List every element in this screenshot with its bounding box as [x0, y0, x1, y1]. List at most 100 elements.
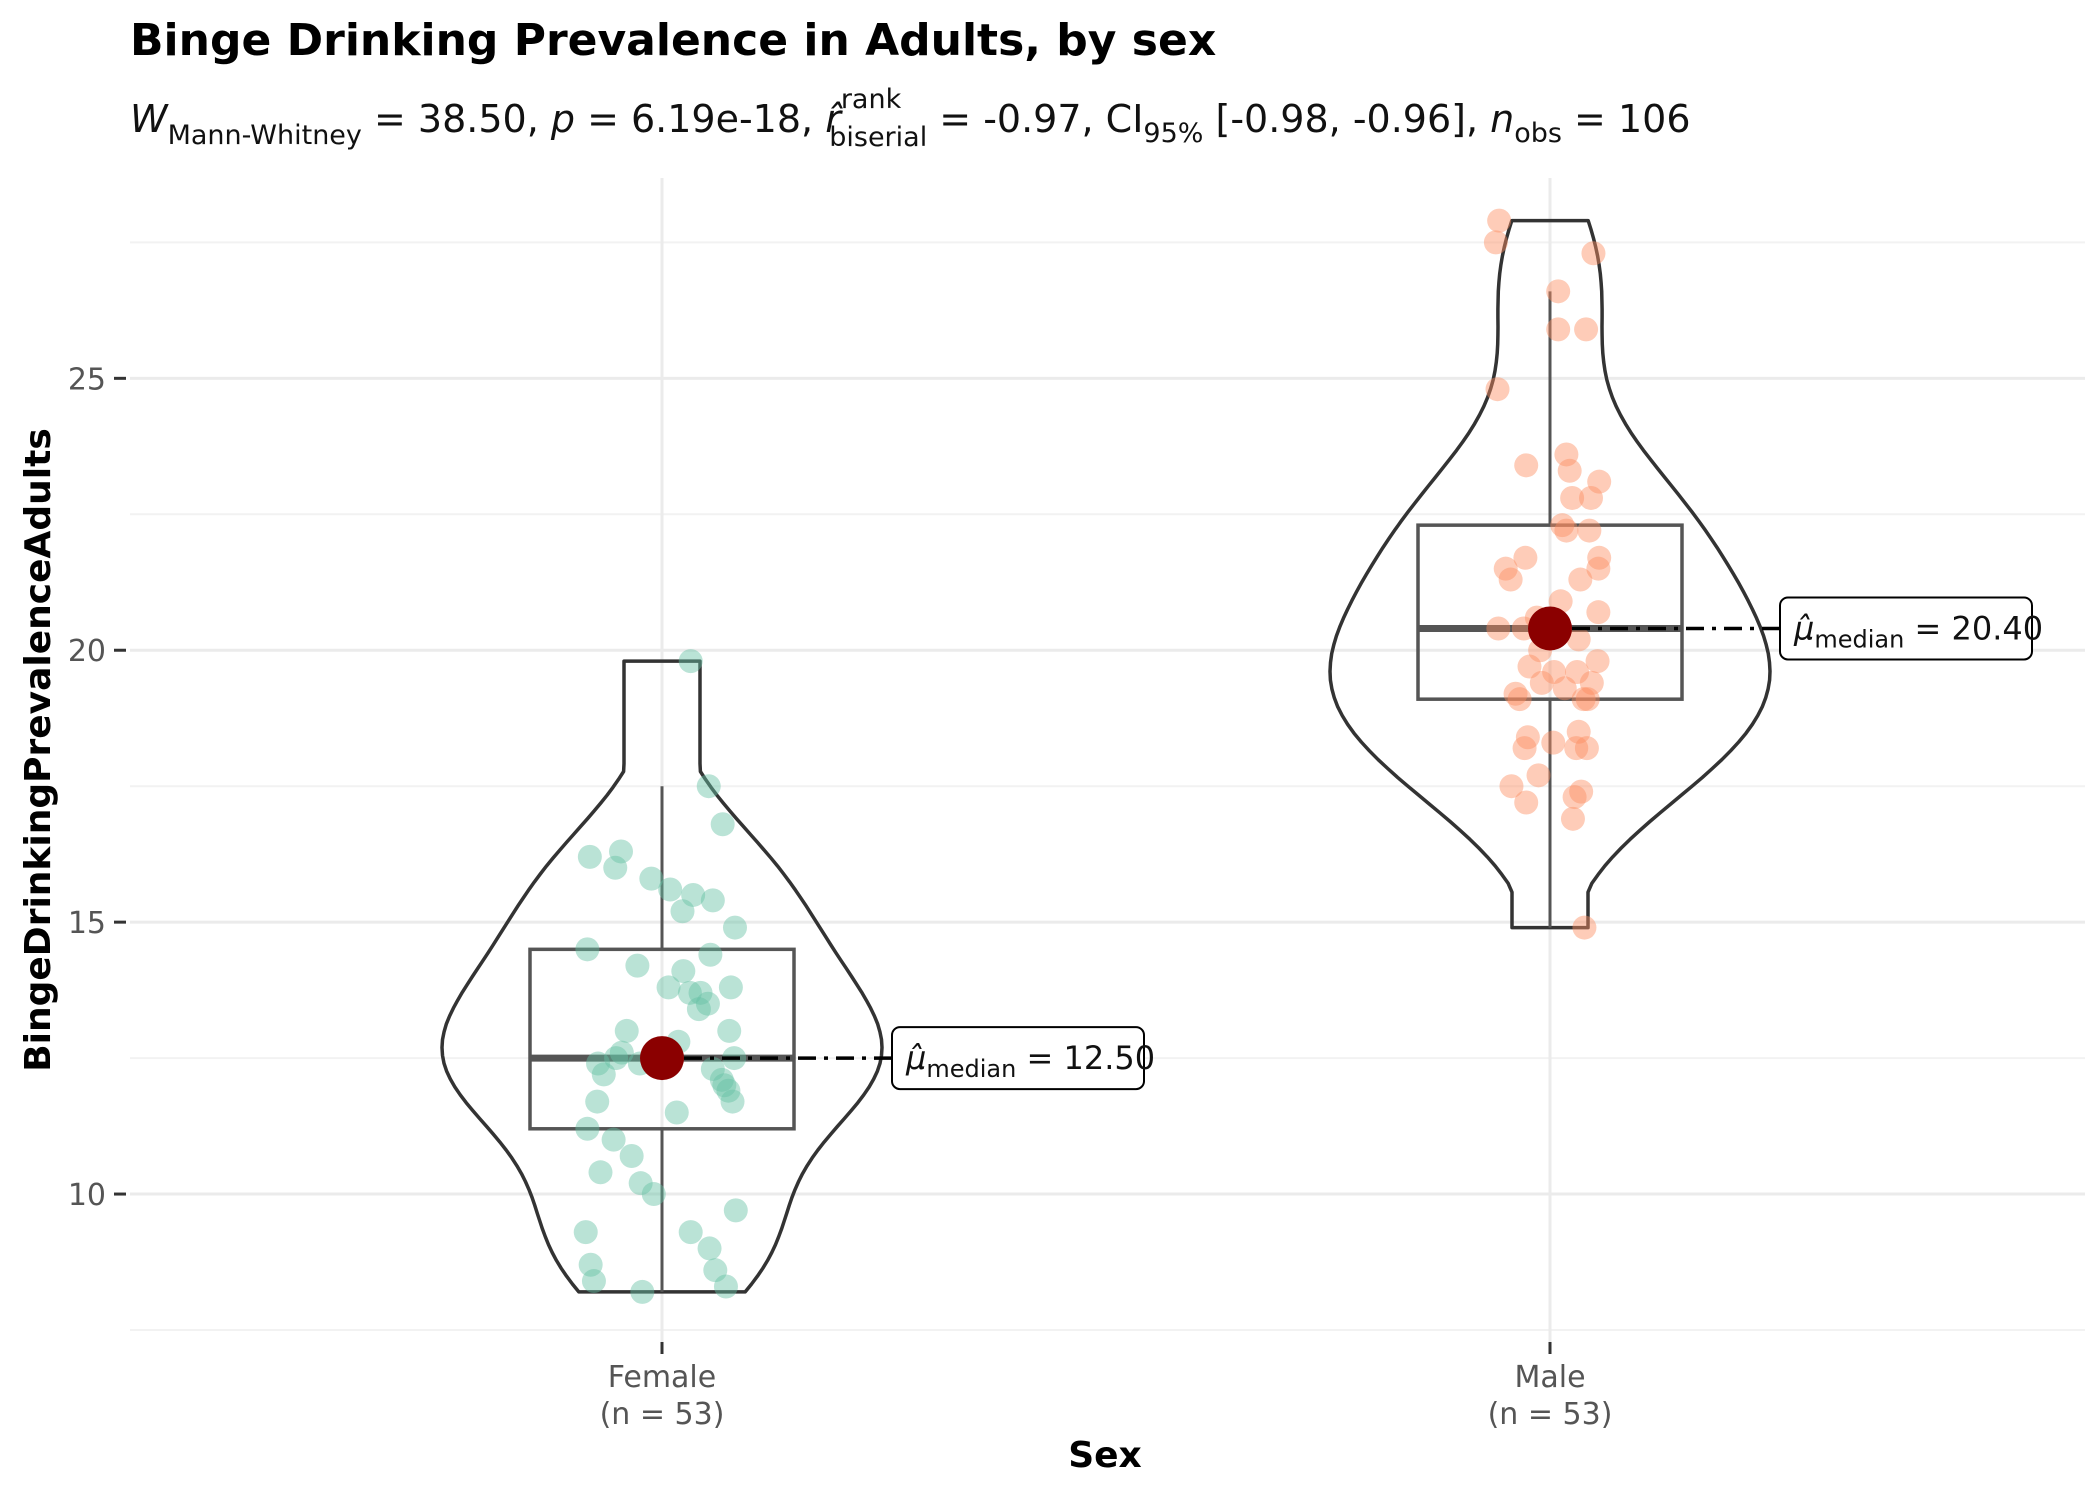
data-point — [575, 937, 600, 962]
violin-male — [1328, 218, 1772, 930]
data-point — [698, 942, 723, 967]
median-labels: μ̂median = 12.50 μ̂median = 20.40 — [684, 596, 2043, 1091]
data-point — [604, 1046, 629, 1071]
x-tick-count: (n = 53) — [600, 1397, 725, 1432]
data-point — [1493, 556, 1518, 581]
data-point — [1571, 687, 1596, 712]
data-point — [717, 1018, 742, 1043]
data-point — [609, 839, 633, 864]
data-point — [1515, 725, 1540, 750]
data-point — [703, 1258, 728, 1283]
data-point — [1546, 317, 1571, 342]
data-point — [718, 975, 743, 1000]
data-point — [677, 980, 702, 1005]
data-point — [712, 1073, 737, 1098]
subtitle-r-value: = -0.97, CI — [927, 97, 1143, 141]
data-point — [696, 774, 721, 799]
x-tick-label: Male — [1514, 1360, 1585, 1395]
data-point — [686, 997, 711, 1022]
data-point — [1560, 485, 1585, 510]
data-point — [688, 980, 713, 1005]
subtitle-w-sub: Mann-Whitney — [168, 120, 362, 151]
data-points — [573, 208, 1612, 1304]
grid — [130, 178, 2085, 1345]
data-point — [575, 1116, 600, 1141]
data-point — [1486, 616, 1511, 641]
median-point-male — [1528, 606, 1572, 651]
data-point — [1513, 545, 1538, 570]
data-point — [1566, 719, 1591, 744]
chart-title: Binge Drinking Prevalence in Adults, by … — [130, 15, 1216, 66]
data-point — [716, 1078, 741, 1103]
median-label-text: μ̂median = 20.40 — [1793, 609, 2043, 653]
data-point — [1577, 518, 1602, 543]
data-point — [681, 882, 706, 907]
median-label-box — [1779, 596, 2033, 661]
data-point — [1541, 730, 1566, 755]
data-point — [1579, 670, 1604, 695]
violin-female — [440, 659, 884, 1294]
data-point — [1514, 453, 1539, 478]
data-point — [1585, 649, 1610, 674]
data-point — [1562, 785, 1587, 810]
data-point — [722, 915, 747, 940]
subtitle-p-label: p — [550, 97, 575, 141]
subtitle-r-label: r̂ — [825, 97, 844, 141]
x-tick-label: Female — [608, 1360, 716, 1395]
violins — [440, 218, 1772, 1294]
data-point — [1572, 915, 1597, 940]
data-point — [1483, 230, 1508, 255]
y-tick-label: 20 — [68, 634, 106, 669]
data-point — [609, 1040, 634, 1065]
data-point — [1565, 659, 1590, 684]
data-point — [581, 1269, 606, 1294]
data-point — [573, 1220, 598, 1245]
data-point — [671, 959, 696, 984]
median-label-text: μ̂median = 12.50 — [905, 1039, 1155, 1083]
data-point — [1586, 556, 1611, 581]
data-point — [601, 1127, 626, 1152]
data-point — [586, 1051, 611, 1076]
data-point — [641, 1182, 666, 1207]
data-point — [1554, 442, 1579, 467]
data-point — [1568, 567, 1593, 592]
data-point — [1581, 241, 1606, 266]
data-point — [1579, 485, 1603, 510]
data-point — [700, 1056, 725, 1081]
y-tick-label: 25 — [68, 362, 106, 397]
subtitle-ci-sub: 95% — [1143, 118, 1203, 149]
median-markers — [640, 606, 1572, 1081]
y-axis-title: BingeDrinkingPrevalenceAdults — [18, 428, 59, 1072]
data-point — [1512, 736, 1537, 761]
data-point — [658, 877, 683, 902]
data-point — [1487, 208, 1512, 233]
data-point — [1569, 779, 1594, 804]
median-point-female — [640, 1036, 684, 1081]
subtitle-r-sup: rank — [841, 84, 902, 115]
data-point — [1499, 774, 1524, 799]
box-male — [1416, 523, 1684, 701]
median-label-box — [891, 1026, 1145, 1091]
data-point — [1514, 790, 1539, 815]
data-point — [1587, 469, 1612, 494]
subtitle-n-sub: obs — [1514, 118, 1562, 149]
subtitle-r-sub: biserial — [829, 122, 927, 153]
data-point — [670, 899, 695, 924]
data-point — [1587, 545, 1612, 570]
data-point — [1507, 687, 1532, 712]
data-point — [1554, 518, 1579, 543]
data-point — [1557, 458, 1582, 483]
data-point — [710, 812, 735, 837]
data-point — [628, 1171, 653, 1196]
data-point — [695, 991, 720, 1016]
data-point — [1574, 736, 1599, 761]
data-point — [1526, 763, 1551, 788]
data-point — [639, 866, 664, 891]
data-point — [603, 855, 628, 880]
data-point — [697, 1236, 722, 1261]
data-point — [1575, 687, 1600, 712]
data-point — [656, 975, 681, 1000]
data-point — [664, 1100, 689, 1125]
